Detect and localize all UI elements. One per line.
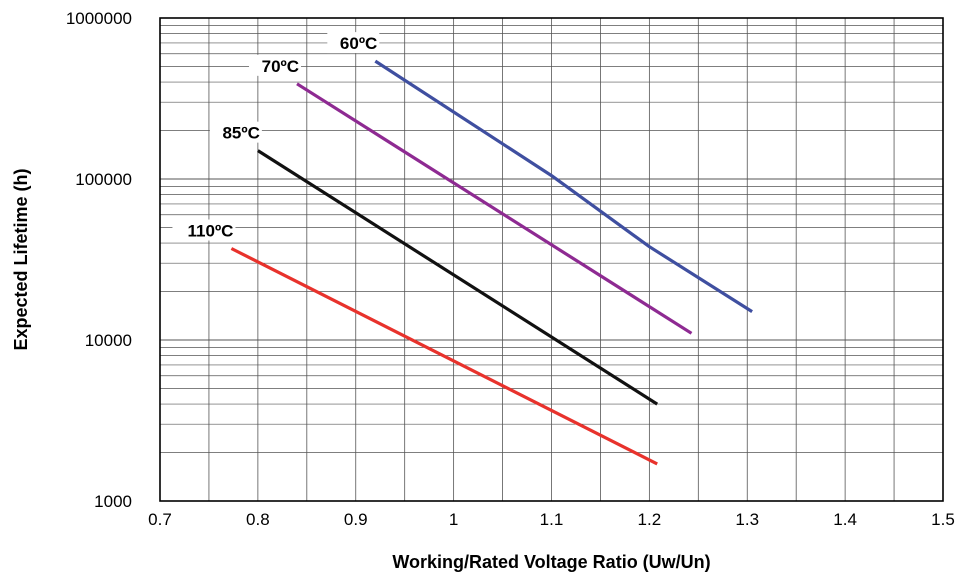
x-tick-label: 0.7: [148, 510, 172, 529]
y-tick-label: 100000: [75, 170, 132, 189]
x-tick-label: 0.9: [344, 510, 368, 529]
series-label-text: 85ºC: [222, 124, 259, 143]
series-label-bg: [172, 219, 236, 241]
series-label-bg: [209, 121, 262, 143]
series-label-3: 110ºC: [172, 219, 236, 241]
series-line-1: [296, 82, 693, 335]
y-axis-title: Expected Lifetime (h): [11, 168, 31, 350]
y-tick-label: 10000: [85, 331, 132, 350]
series-label-text: 60ºC: [340, 34, 377, 53]
x-tick-label: 1.4: [833, 510, 857, 529]
x-tick-label: 0.8: [246, 510, 270, 529]
series-line-2: [257, 149, 659, 406]
series-lines: [230, 59, 753, 466]
grid: [160, 18, 943, 501]
series-line-0: [374, 59, 753, 313]
series-label-2: 85ºC: [209, 121, 262, 143]
series-line-3: [230, 247, 658, 466]
series-label-1: 70ºC: [249, 54, 302, 76]
x-tick-labels: 0.7 0.8 0.9 1 1.1 1.2 1.3 1.4 1.5: [148, 510, 955, 529]
y-tick-label: 1000: [94, 492, 132, 511]
series-label-bg: [249, 54, 302, 76]
x-tick-label: 1.1: [540, 510, 564, 529]
y-tick-label: 1000000: [66, 9, 132, 28]
x-tick-label: 1.5: [931, 510, 955, 529]
y-tick-labels: 1000 10000 100000 1000000: [66, 9, 132, 511]
series-label-0: 60ºC: [327, 32, 380, 54]
x-axis-title: Working/Rated Voltage Ratio (Uw/Un): [392, 552, 710, 572]
series-label-bg: [327, 32, 380, 54]
x-tick-label: 1: [449, 510, 458, 529]
series-label-text: 70ºC: [262, 57, 299, 76]
x-tick-label: 1.2: [638, 510, 662, 529]
series-labels: 60ºC 70ºC 85ºC 110ºC: [172, 32, 380, 241]
series-label-text: 110ºC: [188, 222, 234, 241]
plot-frame: [159, 17, 944, 502]
x-tick-label: 1.3: [735, 510, 759, 529]
